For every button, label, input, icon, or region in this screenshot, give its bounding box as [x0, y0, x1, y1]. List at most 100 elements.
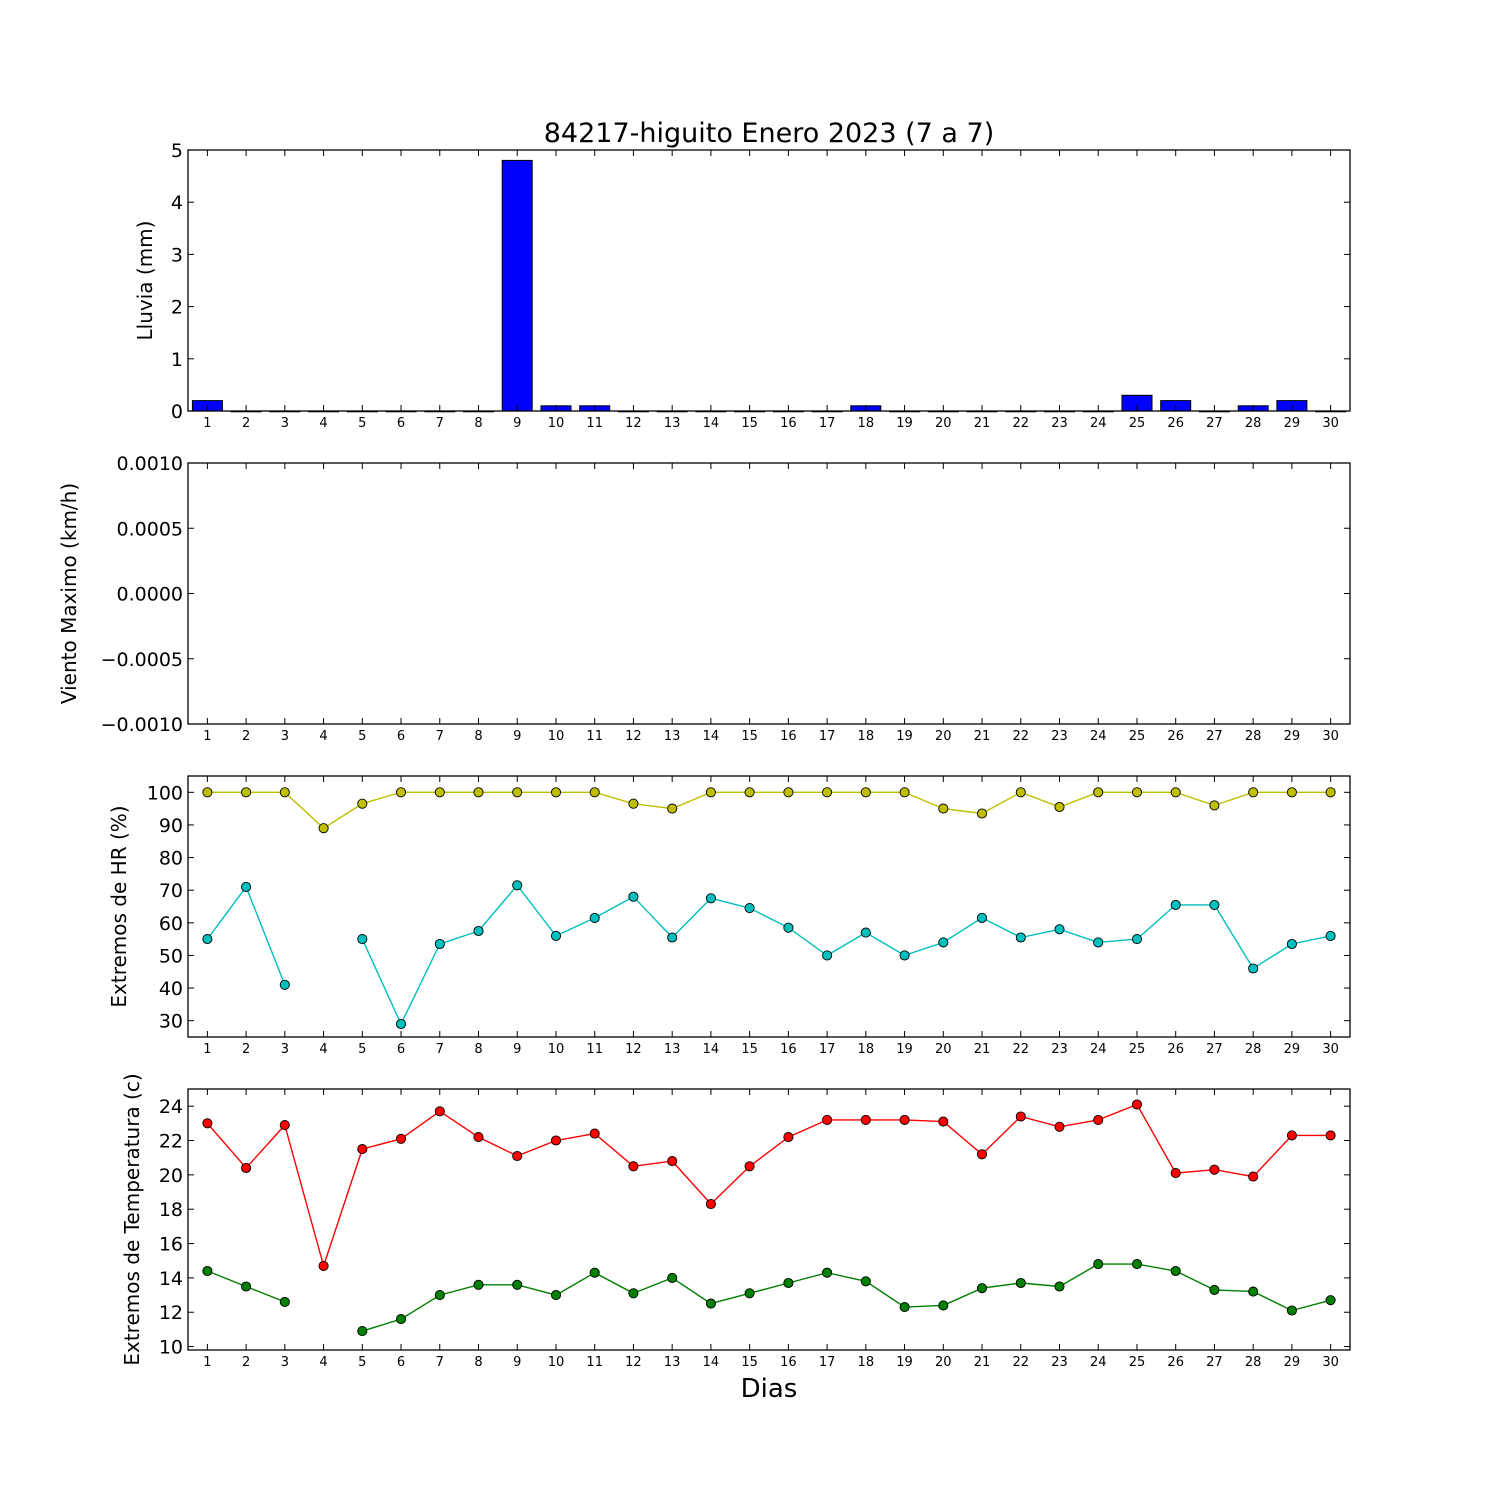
panel-3-series-2-point-day-30	[1325, 930, 1336, 941]
panel-4-series-2-point-day-27	[1209, 1284, 1220, 1295]
panel-4-series-2-point-day-22	[1015, 1277, 1026, 1289]
x-tick-label: 10	[548, 729, 565, 744]
panel-4-series-2-point-day-25	[1131, 1259, 1143, 1270]
panel-4-series-2-point-day-3	[279, 1296, 290, 1307]
x-tick-label: 9	[513, 416, 521, 431]
x-tick-label: 22	[1012, 1042, 1029, 1057]
x-tick-label: 4	[319, 1355, 327, 1370]
panel-4-series-2-point-day-10	[550, 1290, 562, 1301]
x-tick-label: 28	[1245, 1355, 1262, 1370]
x-tick-label: 18	[858, 416, 875, 431]
x-tick-label: 22	[1012, 729, 1029, 744]
panel-3-series-2-point-day-1	[202, 934, 213, 945]
panel-3-series-2-point-day-19	[899, 950, 910, 961]
panel-3-series-1-point-day-8	[473, 787, 484, 798]
x-tick-label: 27	[1206, 416, 1223, 431]
panel-4-series-1-point-day-28	[1248, 1171, 1259, 1182]
panel-4-series-1-point-day-18	[860, 1114, 871, 1125]
panel-4-series-2-point-day-21	[976, 1283, 988, 1294]
panel-4-series-1-point-day-29	[1286, 1130, 1297, 1141]
x-tick-label: 28	[1245, 1042, 1262, 1057]
panel-3-series-1-point-day-5	[357, 798, 368, 809]
panel-4-series-2-point-day-7	[434, 1290, 445, 1301]
x-tick-label: 5	[358, 1042, 366, 1057]
x-tick-label: 13	[664, 729, 681, 744]
x-tick-label: 3	[281, 1355, 289, 1370]
panel-3-series-1-point-day-28	[1248, 787, 1259, 798]
x-tick-label: 29	[1284, 729, 1301, 744]
panel-4-series-1-point-day-22	[1015, 1111, 1026, 1122]
panel-1: 1 2 3 4 5 6 7 8 9 10 11 12 13 14 15 16 17 18 19 20 21 22 23 24 2…	[133, 140, 1351, 431]
x-tick-label: 13	[664, 1355, 681, 1370]
panel-3-series-1-point-day-21	[976, 808, 988, 819]
x-tick-label: 7	[436, 729, 444, 744]
y-tick-label: 0.0010	[117, 453, 183, 475]
panel-4-series-1-point-day-2	[241, 1162, 252, 1174]
panel-4-series-1-point-day-12	[628, 1161, 639, 1172]
panel-4-series-1-point-day-30	[1325, 1130, 1336, 1141]
panel-4-y-axis-label: Extremos de Temperatura (c)	[120, 1073, 144, 1365]
panel-3-series-1-point-day-16	[783, 787, 794, 798]
x-tick-label: 30	[1322, 729, 1339, 744]
panel-4-series-1-point-day-1	[202, 1118, 213, 1129]
x-tick-label: 19	[896, 1042, 913, 1057]
x-tick-label: 15	[741, 1355, 758, 1370]
x-tick-label: 1	[203, 1042, 211, 1057]
panel-3-series-1-point-day-15	[744, 787, 755, 798]
x-tick-label: 24	[1090, 1042, 1107, 1057]
x-tick-label: 4	[319, 1042, 327, 1057]
panel-3-series-2-point-day-10	[550, 930, 562, 941]
panel-3-series-2-point-day-28	[1248, 963, 1259, 974]
panel-4-series-2-point-day-28	[1248, 1286, 1259, 1297]
panel-4-series-1-point-day-6	[395, 1133, 407, 1144]
panel-4-series-2-point-day-8	[473, 1279, 484, 1290]
x-tick-label: 30	[1322, 416, 1339, 431]
x-tick-label: 7	[436, 416, 444, 431]
panel-3-series-1-point-day-9	[512, 787, 523, 798]
panel-3-series-1-point-day-17	[822, 787, 833, 798]
x-tick-label: 15	[741, 729, 758, 744]
panel-3-series-2-point-day-24	[1093, 937, 1104, 948]
x-tick-label: 3	[281, 729, 289, 744]
panel-4-series-1-point-day-17	[822, 1114, 833, 1125]
x-tick-label: 6	[397, 1355, 405, 1370]
x-tick-label: 23	[1051, 1042, 1068, 1057]
panel-4-series-1-point-day-4	[318, 1260, 329, 1271]
panel-4-series-1-point-day-8	[473, 1132, 484, 1143]
y-tick-label: −0.0005	[101, 649, 183, 671]
panel-4-series-2-point-day-2	[241, 1281, 252, 1292]
x-tick-label: 17	[819, 1355, 836, 1370]
panel-4-series-1-point-day-19	[899, 1114, 910, 1125]
panel-3-series-2-point-day-20	[938, 937, 949, 948]
x-tick-label: 15	[741, 416, 758, 431]
panel-4-series-1-point-day-10	[550, 1135, 562, 1146]
x-tick-label: 12	[625, 729, 642, 744]
x-tick-label: 13	[664, 416, 681, 431]
x-tick-label: 6	[397, 1042, 405, 1057]
panel-4-series-2-point-day-9	[512, 1279, 523, 1290]
x-tick-label: 29	[1284, 1042, 1301, 1057]
x-tick-label: 2	[242, 729, 250, 744]
x-tick-label: 8	[474, 729, 482, 744]
x-tick-label: 23	[1051, 1355, 1068, 1370]
x-tick-label: 21	[974, 1355, 991, 1370]
panel-3-series-1-point-day-1	[202, 787, 213, 798]
x-tick-label: 25	[1129, 729, 1146, 744]
x-tick-label: 14	[703, 1042, 720, 1057]
panel-4-series-1-point-day-23	[1054, 1121, 1065, 1132]
y-tick-label: 50	[159, 945, 183, 967]
x-tick-label: 25	[1129, 416, 1146, 431]
panel-4-series-2-point-day-16	[783, 1277, 794, 1289]
x-tick-label: 20	[935, 729, 952, 744]
panel-3-series-2-point-day-2	[241, 881, 252, 892]
x-tick-label: 8	[474, 416, 482, 431]
panel-3-series-2-point-day-29	[1286, 938, 1297, 950]
panel-4-series-2-point-day-11	[589, 1267, 600, 1278]
x-tick-label: 22	[1012, 1355, 1029, 1370]
panel-4-series-1-point-day-3	[279, 1120, 290, 1131]
x-tick-label: 17	[819, 1042, 836, 1057]
panel-3-series-2-point-day-15	[744, 903, 755, 914]
panel-3-series-2-point-day-25	[1131, 934, 1143, 945]
panel-3-series-2-point-day-16	[783, 922, 794, 933]
